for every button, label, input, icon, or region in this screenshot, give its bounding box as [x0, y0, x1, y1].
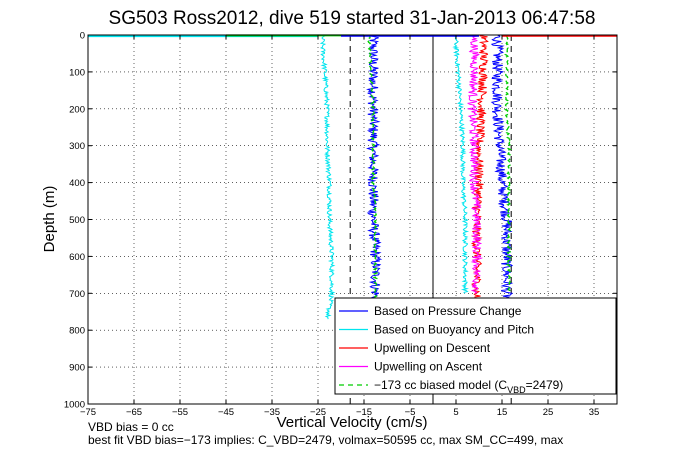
x-tick-label: −45	[218, 407, 234, 418]
y-tick-label: 900	[69, 363, 85, 374]
x-tick-label: −55	[172, 407, 188, 418]
series-line-3	[466, 34, 484, 294]
y-tick-label: 1000	[64, 400, 85, 411]
legend-label: Upwelling on Descent	[374, 341, 491, 355]
legend-box	[334, 297, 617, 395]
series-line-0	[365, 34, 383, 316]
series-line-0	[490, 34, 514, 316]
legend-label: Upwelling on Ascent	[374, 360, 483, 374]
x-tick-label: −35	[264, 407, 280, 418]
x-tick-label: −75	[80, 407, 96, 418]
footnote-vbd-bias: VBD bias = 0 cc	[88, 420, 174, 434]
y-tick-label: 400	[69, 178, 85, 189]
y-tick-label: 0	[80, 31, 85, 42]
legend: Based on Pressure Change Based on Buoyanc…	[334, 297, 617, 395]
series-line-1	[452, 34, 470, 294]
y-tick-label: 300	[69, 141, 85, 152]
series-line-1	[319, 34, 336, 320]
x-tick-label: 35	[589, 407, 600, 418]
y-tick-label: 700	[69, 289, 85, 300]
legend-label: −173 cc biased model (CVBD=2479)	[374, 378, 563, 395]
y-tick-label: 800	[69, 326, 85, 337]
x-tick-label: −25	[310, 407, 326, 418]
y-tick-label: 200	[69, 104, 85, 115]
x-tick-label: −65	[126, 407, 142, 418]
legend-label: Based on Buoyancy and Pitch	[374, 323, 534, 337]
x-tick-label: 25	[543, 407, 554, 418]
footnote-best-fit: best fit VBD bias=−173 implies: C_VBD=24…	[88, 433, 564, 447]
axis-ticks: −75 −65 −55 −45 −35 −25 −15 −5 5 15 25 350100200300…	[64, 31, 617, 418]
series-line-2	[470, 34, 489, 316]
y-tick-label: 100	[69, 67, 85, 78]
x-tick-label: −15	[356, 407, 372, 418]
legend-label: Based on Pressure Change	[374, 304, 522, 318]
y-tick-label: 600	[69, 252, 85, 263]
x-tick-label: −5	[405, 407, 416, 418]
y-axis-label: Depth (m)	[41, 186, 58, 253]
x-tick-label: 5	[453, 407, 458, 418]
chart-title: SG503 Ross2012, dive 519 started 31-Jan-…	[109, 8, 596, 29]
y-tick-label: 500	[69, 215, 85, 226]
x-tick-label: 15	[497, 407, 508, 418]
x-axis-label: Vertical Velocity (cm/s)	[277, 414, 428, 431]
series-line-4	[367, 34, 379, 316]
